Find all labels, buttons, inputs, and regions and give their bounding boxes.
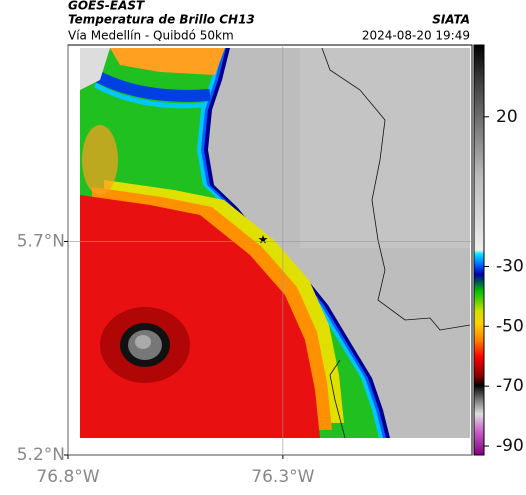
colorbar-tick-label: -70 bbox=[496, 376, 524, 396]
product: Temperatura de Brillo CH13 bbox=[68, 13, 255, 27]
y-tick-label: 5.7°N bbox=[17, 231, 65, 251]
colorbar bbox=[473, 44, 485, 456]
timestamp: 2024-08-20 19:49 bbox=[362, 29, 470, 43]
x-tick-label: 76.8°W bbox=[36, 467, 99, 487]
svg-text:★: ★ bbox=[258, 233, 269, 247]
colorbar-tick-label: -50 bbox=[496, 316, 524, 336]
colorbar-tick-label: 20 bbox=[496, 107, 518, 127]
x-tick-label: 76.3°W bbox=[251, 467, 314, 487]
satellite: GOES-EAST bbox=[68, 0, 145, 13]
colorbar-tick-label: -30 bbox=[496, 256, 524, 276]
route: Vía Medellín - Quibdó 50km bbox=[68, 29, 234, 43]
agency: SIATA bbox=[432, 13, 470, 27]
y-tick-label: 5.2°N bbox=[17, 445, 65, 465]
imagery: ★ bbox=[80, 48, 470, 438]
colorbar-tick-label: -90 bbox=[496, 436, 524, 456]
